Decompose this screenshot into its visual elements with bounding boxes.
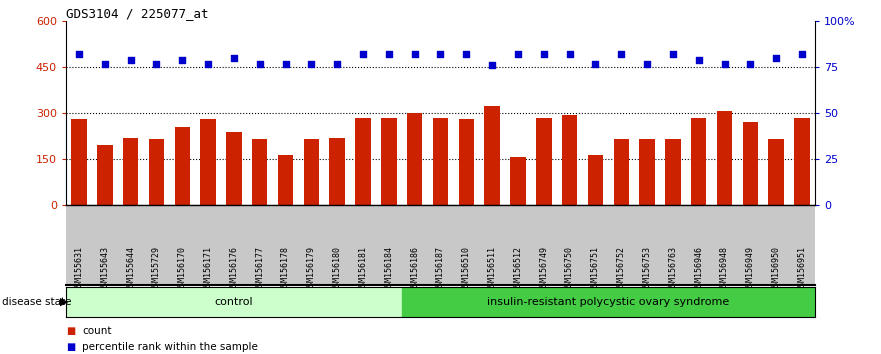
Bar <box>402 287 815 317</box>
Bar <box>717 111 732 205</box>
Text: GDS3104 / 225077_at: GDS3104 / 225077_at <box>66 7 209 20</box>
Bar <box>485 105 500 205</box>
Bar <box>510 157 526 205</box>
Bar <box>252 139 268 205</box>
Bar <box>66 287 402 317</box>
Point <box>459 52 473 57</box>
Text: insulin-resistant polycystic ovary syndrome: insulin-resistant polycystic ovary syndr… <box>487 297 729 307</box>
Point <box>381 52 396 57</box>
Bar <box>768 139 784 205</box>
Bar <box>459 119 474 205</box>
Bar <box>562 115 577 205</box>
Point <box>175 57 189 63</box>
Bar <box>795 118 810 205</box>
Text: ■: ■ <box>66 326 75 336</box>
Point <box>692 57 706 63</box>
Bar <box>174 127 190 205</box>
Bar <box>122 138 138 205</box>
Point <box>330 61 344 67</box>
Text: disease state: disease state <box>2 297 71 307</box>
Bar <box>433 118 448 205</box>
Point <box>72 52 86 57</box>
Bar <box>640 139 655 205</box>
Point <box>537 52 551 57</box>
Text: control: control <box>215 297 253 307</box>
Point <box>666 52 680 57</box>
Bar <box>329 138 345 205</box>
Point <box>356 52 370 57</box>
Point <box>408 52 422 57</box>
Bar <box>691 118 707 205</box>
Bar <box>355 118 371 205</box>
Point <box>744 61 758 67</box>
Point <box>589 61 603 67</box>
Text: percentile rank within the sample: percentile rank within the sample <box>82 342 258 352</box>
Bar <box>278 155 293 205</box>
Bar <box>613 139 629 205</box>
Point <box>201 61 215 67</box>
Text: ■: ■ <box>66 342 75 352</box>
Bar <box>71 119 86 205</box>
Bar <box>536 118 552 205</box>
Point <box>98 61 112 67</box>
Bar <box>588 155 603 205</box>
Point <box>769 55 783 61</box>
Point <box>123 57 137 63</box>
Bar <box>743 122 759 205</box>
Point <box>304 61 318 67</box>
Bar <box>226 132 241 205</box>
Point <box>253 61 267 67</box>
Bar <box>407 113 422 205</box>
Point <box>614 52 628 57</box>
Text: count: count <box>82 326 111 336</box>
Point <box>278 61 292 67</box>
Bar <box>665 139 681 205</box>
Point <box>795 52 809 57</box>
Point <box>563 52 577 57</box>
Bar <box>149 139 164 205</box>
Point <box>511 52 525 57</box>
Point <box>640 61 654 67</box>
Point <box>433 52 448 57</box>
Point <box>717 61 731 67</box>
Bar <box>97 145 113 205</box>
Bar <box>200 119 216 205</box>
Bar <box>304 139 319 205</box>
Point <box>485 63 500 68</box>
Bar <box>381 118 396 205</box>
Point <box>150 61 164 67</box>
Text: ▶: ▶ <box>60 297 69 307</box>
Point <box>227 55 241 61</box>
